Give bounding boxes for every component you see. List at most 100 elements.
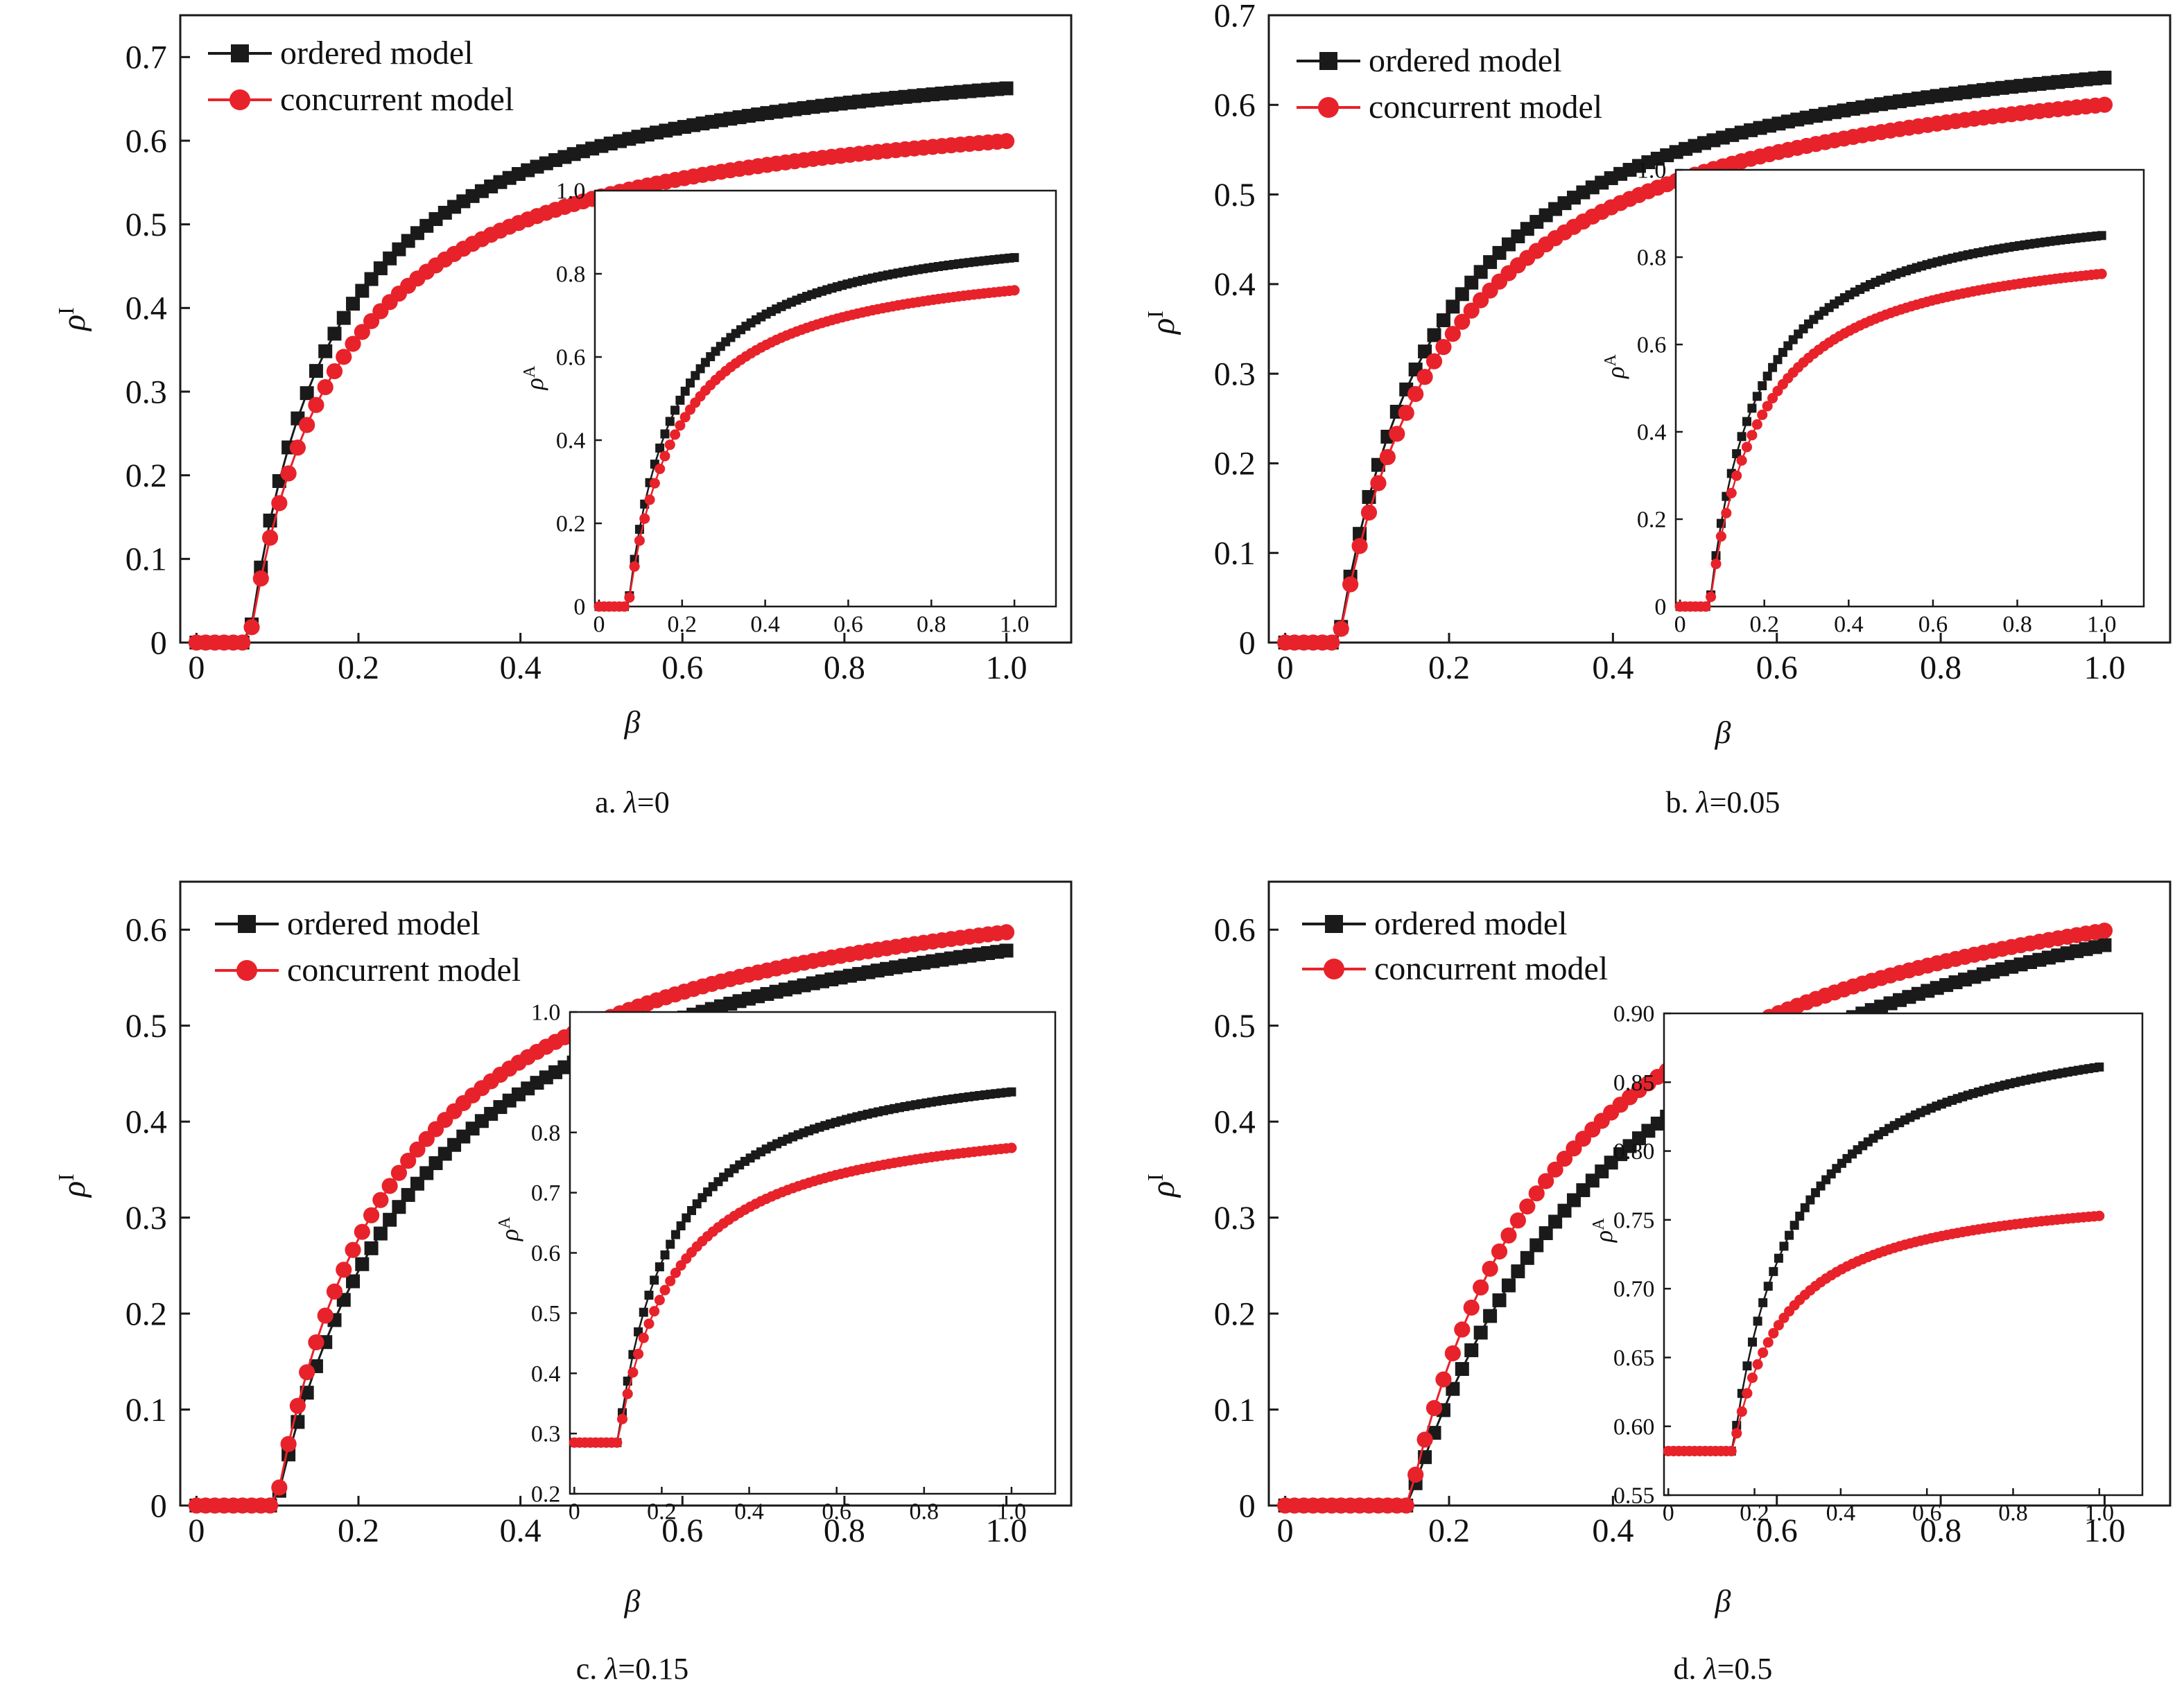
inset-x-tick-label: 0.8 [1998,1501,2028,1526]
inset-data-point [1805,1195,1815,1205]
inset-data-point [655,1262,664,1272]
inset-data-point [1763,1282,1773,1291]
y-tick-label: 0.6 [1214,87,1256,124]
inset-x-tick-label: 0.6 [1918,612,1948,638]
inset-y-tick-label: 0.85 [1613,1070,1655,1096]
data-point [1548,1214,1563,1229]
legend-marker-concurrent [229,89,250,110]
x-tick-label: 0.6 [661,1512,703,1549]
inset-data-point [1742,1361,1752,1371]
inset-data-point [1736,455,1747,466]
x-tick-label: 0.4 [1592,1512,1633,1549]
data-point [1436,313,1450,328]
inset-plot-d: 0 0.2 0.4 0.6 0.8 1.0 0.55 0.60 0.65 0.70 0.75 0.80… [1590,1002,2144,1526]
data-point [271,1479,288,1496]
inset-y-tick-label: 0.4 [556,428,586,454]
data-point [336,1262,352,1278]
x-tick-label: 0.2 [1428,649,1470,686]
inset-series-concurrent [1663,1210,2105,1456]
inset-y-tick-label: 0.2 [1637,507,1667,533]
data-point [1557,1203,1572,1218]
data-point [1444,1345,1461,1362]
y-tick-label: 0.1 [125,1392,167,1429]
inset-x-tick-label: 0.4 [1826,1501,1856,1526]
data-point [345,1241,361,1258]
y-tick-label: 0.4 [1214,266,1256,303]
data-point [364,272,379,286]
y-tick-label: 0.4 [125,1104,167,1140]
legend-label-concurrent: concurrent model [280,81,514,118]
xlabel-a: β [624,704,641,740]
inset-x-tick-label: 0.4 [734,1499,764,1525]
data-point [1416,1431,1433,1448]
inset-y-tick-label: 0.55 [1613,1483,1655,1509]
y-tick-label: 0 [1239,1488,1256,1524]
y-tick-label: 0 [150,1488,167,1524]
inset-data-point [650,1275,659,1285]
inset-data-point [1009,253,1019,263]
data-point [1407,1466,1424,1483]
inset-data-point [1732,449,1742,459]
legend-marker-ordered [1325,915,1343,933]
y-tick-label: 0.6 [125,912,167,949]
inset-data-point [665,1275,676,1287]
inset-plot-c: 0 0.2 0.4 0.6 0.8 1.0 0.2 0.3 0.4 0.5 0.6 0.7 0.8 1.0… [496,1000,1057,1525]
x-tick-label: 0.2 [1428,1512,1470,1549]
data-point [1398,405,1414,421]
data-point [1444,326,1461,342]
inset-data-point [1800,1203,1810,1212]
inset-plot-a: 0 0.2 0.4 0.6 0.8 1.0 0 0.2 0.4 0.6 0.8 1.0 ρA [521,179,1057,638]
data-point [318,344,333,358]
inset-data-point [1726,1445,1737,1456]
data-point [1418,344,1432,359]
data-point [308,1334,324,1351]
y-tick-label: 0.6 [1214,912,1256,949]
inset-data-point [665,417,675,426]
inset-data-point [649,1306,660,1317]
inset-data-point [655,463,666,474]
data-point [326,1283,343,1300]
data-point [355,284,370,298]
inset-x-tick-label: 1.0 [2087,612,2117,638]
x-tick-label: 0.8 [824,1512,865,1549]
x-tick-label: 0.4 [500,649,541,686]
inset-y-tick-label: 0.6 [556,345,586,371]
data-point [1519,1198,1536,1215]
inset-data-point [1774,1253,1783,1263]
x-tick-label: 0.4 [1592,649,1633,686]
inset-data-point [1767,392,1778,403]
x-tick-label: 0.2 [338,1512,379,1549]
panel-b: 0 0.2 0.4 0.6 0.8 1.0 0 0.1 0.2 0.3 0.4 0.5 0.6 0.7 0… [1143,0,2172,819]
data-point [1464,1343,1479,1357]
inset-data-point [659,1284,670,1296]
inset-data-point [1752,392,1762,401]
inset-data-point [682,1213,691,1223]
data-point [345,335,361,352]
data-point [1483,1309,1498,1323]
inset-data-point [1795,1211,1805,1221]
legend-d: ordered model concurrent model [1302,905,1608,987]
inset-data-point [1700,601,1711,612]
y-tick-label: 0.1 [1214,535,1256,572]
panel-c: 0 0.2 0.4 0.6 0.8 1.000.10.20.30.40.50.6 0 0.2… [53,880,1073,1686]
inset-data-point [686,378,695,388]
inset-y-tick-label: 0.60 [1613,1414,1655,1440]
main-plot-a: 0 0.2 0.4 0.6 0.8 1.0 0 0.1 0.2 0.3 0.4 0.5 0.6 0.7 [125,14,1073,686]
data-point [1416,369,1433,385]
data-point [998,924,1015,941]
inset-x-tick-label: 0.6 [822,1499,851,1525]
data-point [392,1200,406,1214]
data-point [1511,1264,1525,1279]
data-point [346,297,361,311]
data-point [1520,1250,1534,1265]
inset-data-point [1721,507,1732,518]
inset-data-point [675,395,685,405]
inset-data-point [1731,470,1742,481]
data-point [326,363,343,380]
inset-x-tick-label: 1.0 [2085,1501,2115,1526]
y-tick-label: 0.1 [125,541,167,578]
data-point [1500,1227,1517,1244]
plot-frame [179,880,1073,1507]
data-point [372,1192,389,1208]
inset-data-point [649,478,660,489]
